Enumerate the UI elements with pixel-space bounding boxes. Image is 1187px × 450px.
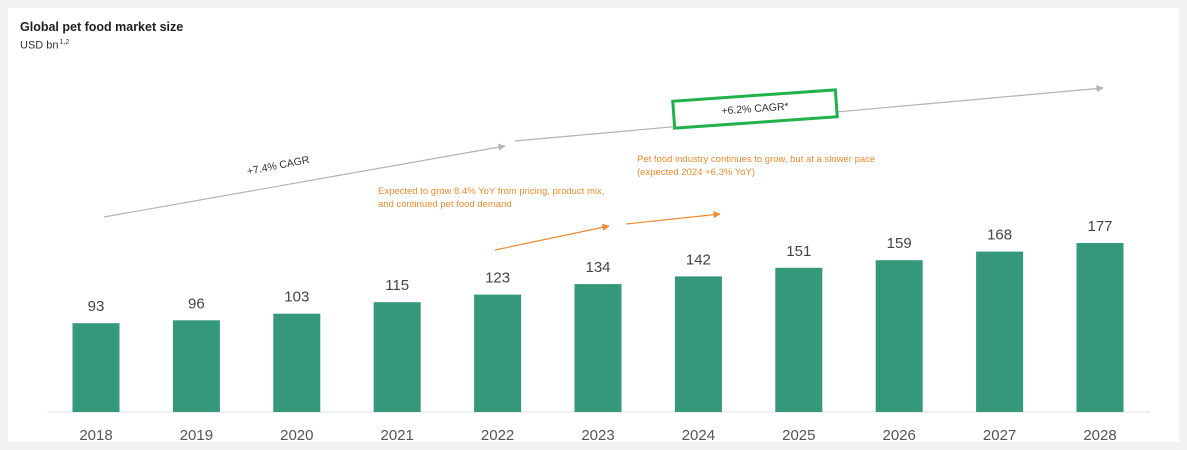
value-label-2025: 151: [786, 243, 811, 260]
x-tick-label-2027: 2027: [983, 427, 1016, 444]
value-label-2020: 103: [284, 289, 309, 306]
value-label-2027: 168: [987, 227, 1012, 244]
value-label-2024: 142: [686, 251, 711, 268]
value-label-2019: 96: [188, 295, 205, 312]
value-label-2021: 115: [385, 277, 409, 294]
value-label-2018: 93: [88, 298, 105, 315]
x-tick-label-2025: 2025: [782, 427, 815, 444]
value-label-2022: 123: [485, 270, 510, 287]
chart-title: Global pet food market size: [20, 20, 184, 34]
bar-2021: [373, 302, 421, 412]
bar-2027: [976, 251, 1024, 412]
trend-arrow-past: [103, 143, 506, 218]
bar-2025: [775, 267, 823, 412]
unit-label: USD bn: [20, 39, 59, 52]
value-label-2023: 134: [585, 259, 610, 276]
cagr-future-label: +6.2% CAGR*: [720, 100, 790, 118]
growth-arrow-2023: [494, 223, 610, 251]
x-tick-label-2024: 2024: [682, 427, 715, 444]
growth-arrow-2024: [625, 211, 721, 225]
value-label-2028: 177: [1087, 218, 1112, 235]
annotation-2023: Expected to grow 8.4% YoY from pricing, …: [378, 186, 605, 210]
bar-2020: [273, 313, 321, 412]
bar-2023: [574, 284, 622, 412]
x-tick-label-2023: 2023: [581, 427, 614, 444]
x-tick-label-2018: 2018: [79, 427, 112, 444]
annotation-2024: Pet food industry continues to grow, but…: [637, 154, 876, 178]
unit-footnote: 1,2: [59, 39, 70, 46]
value-label-2026: 159: [887, 235, 912, 252]
x-tick-label-2019: 2019: [180, 427, 213, 444]
x-tick-label-2021: 2021: [381, 427, 414, 444]
bar-2018: [72, 323, 120, 412]
x-tick-label-2022: 2022: [481, 427, 514, 444]
bar-2024: [674, 276, 722, 412]
x-tick-label-2020: 2020: [280, 427, 313, 444]
x-tick-label-2028: 2028: [1083, 427, 1116, 444]
chart-subtitle: USD bn1,2: [20, 39, 69, 52]
bar-2028: [1076, 243, 1124, 412]
bar-2019: [172, 320, 220, 412]
bar-2026: [875, 260, 923, 412]
x-tick-label-2026: 2026: [883, 427, 916, 444]
bar-2022: [474, 294, 522, 412]
